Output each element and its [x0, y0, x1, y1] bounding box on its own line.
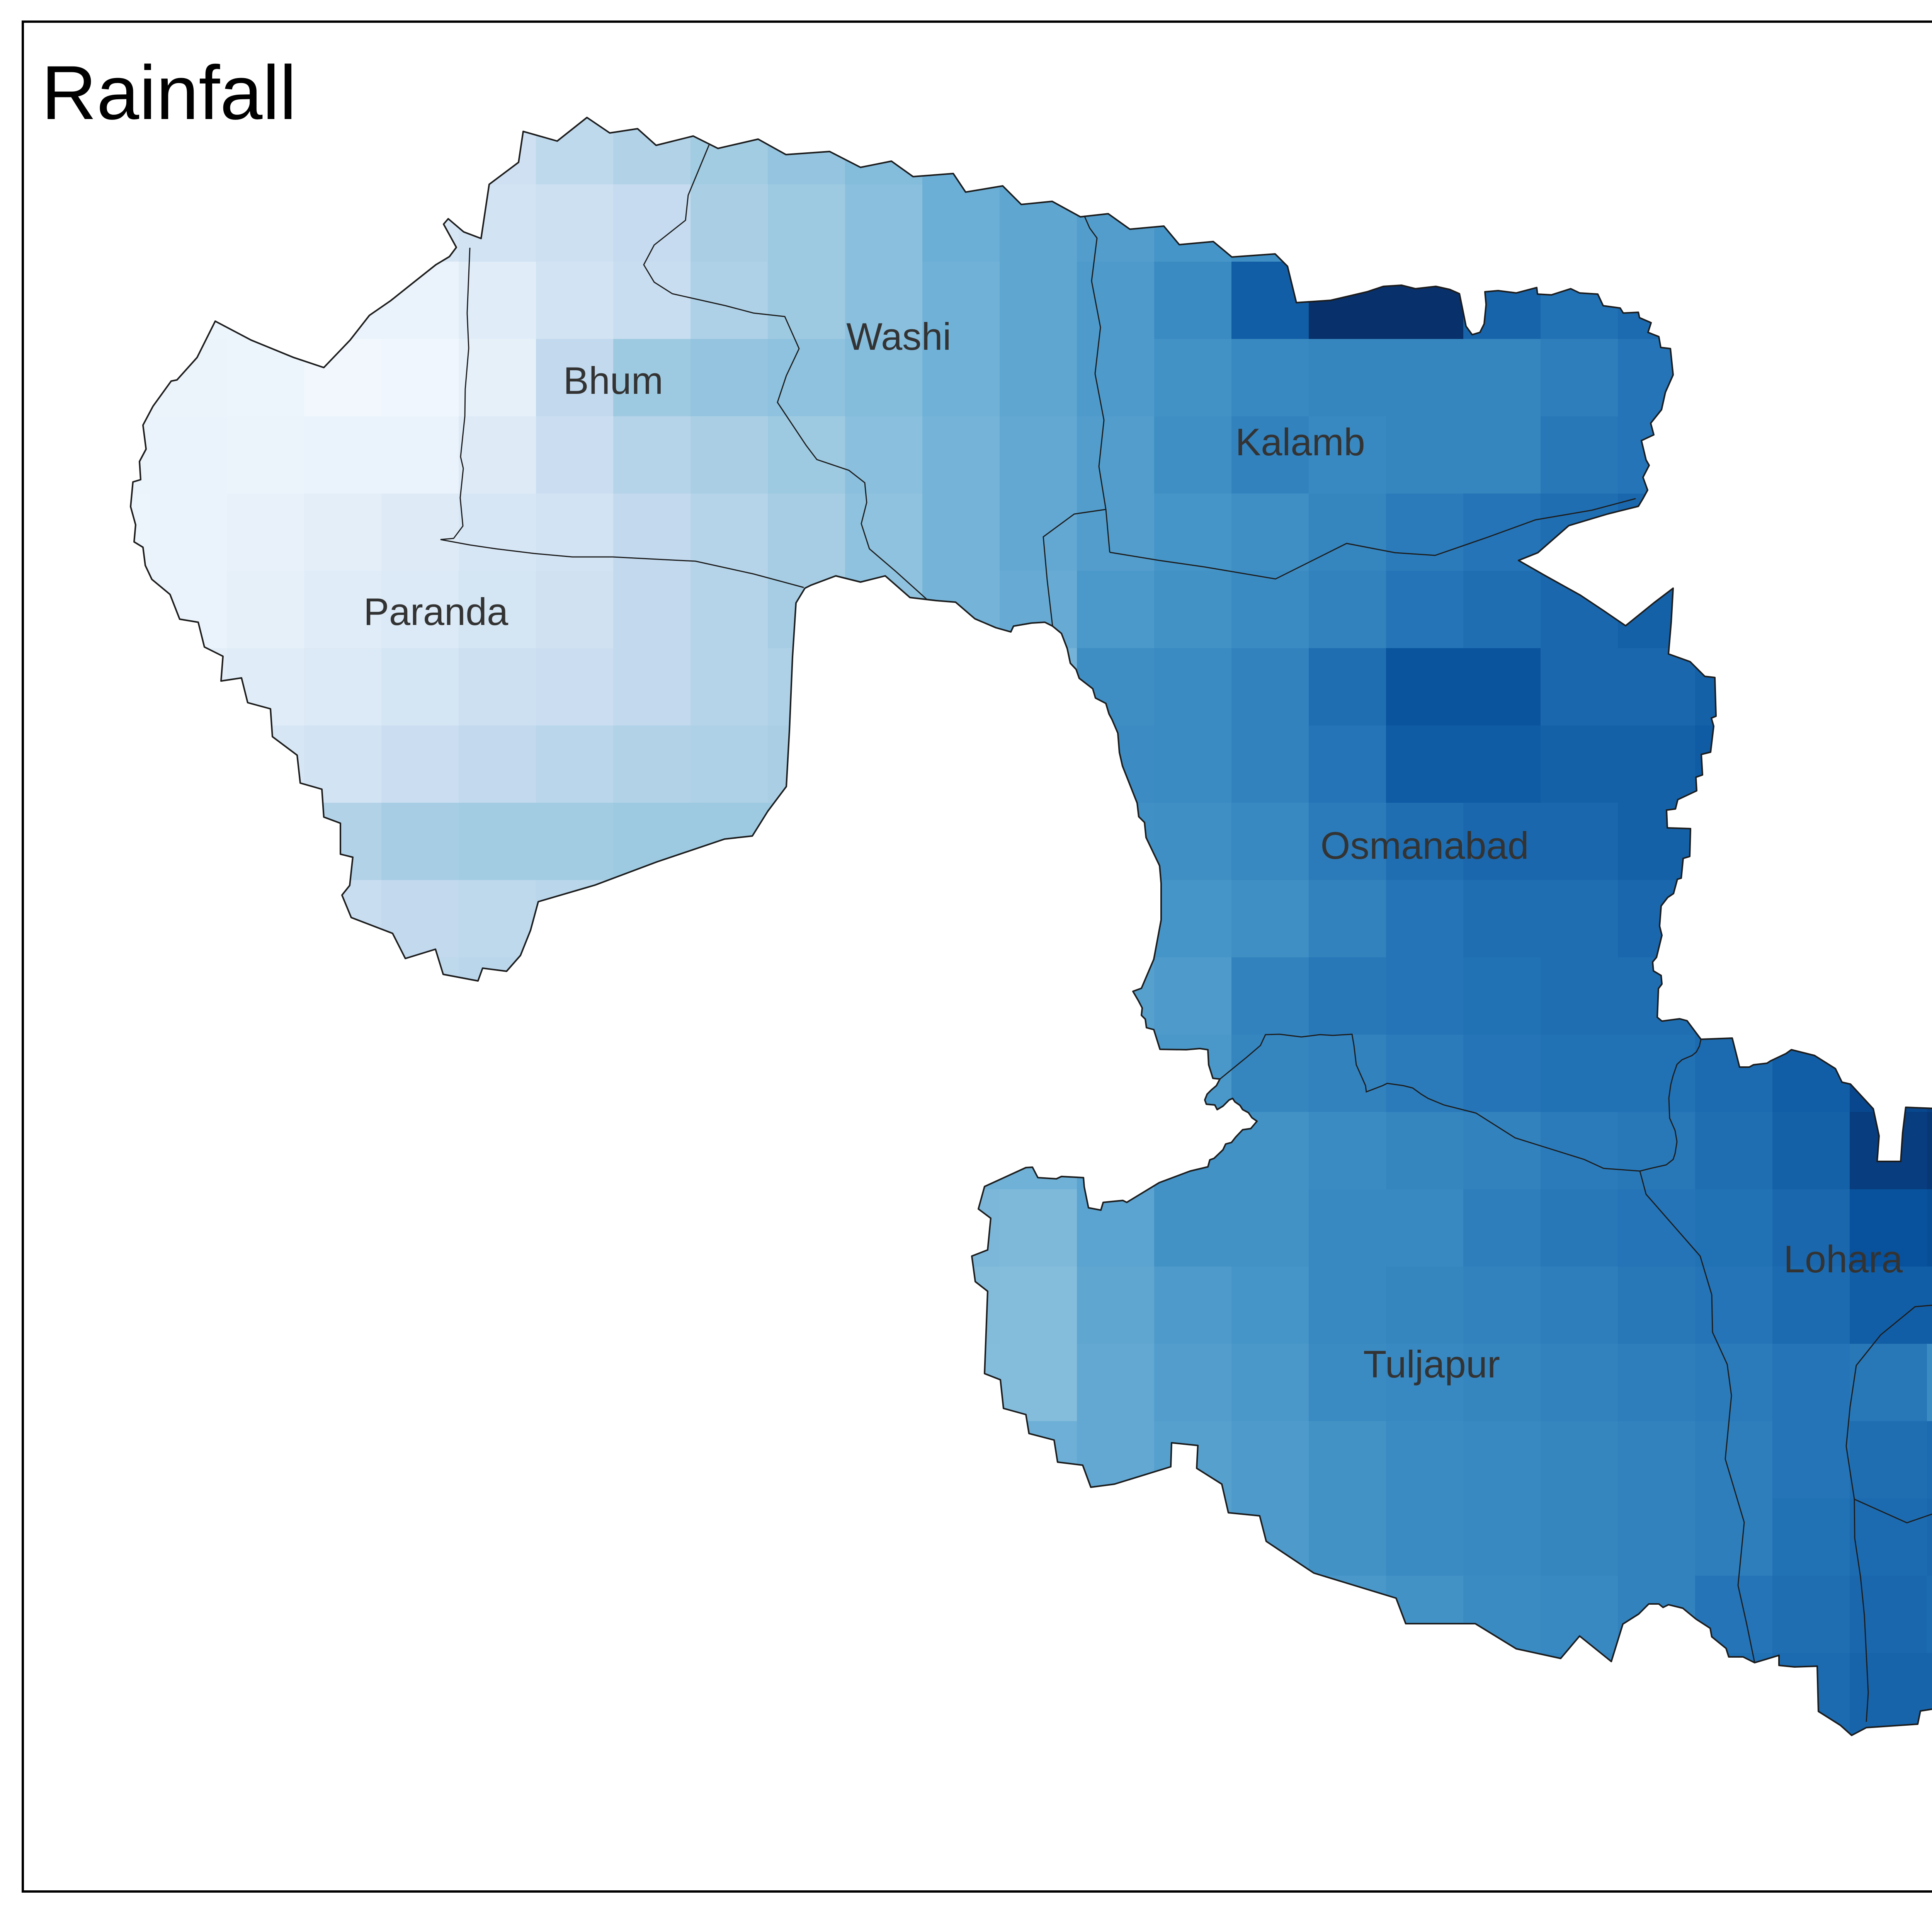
svg-text:Lohara: Lohara [1784, 1238, 1903, 1280]
svg-text:Kalamb: Kalamb [1235, 421, 1365, 463]
svg-text:Osmanabad: Osmanabad [1320, 824, 1529, 867]
svg-text:Paranda: Paranda [364, 590, 509, 633]
svg-text:Tuljapur: Tuljapur [1363, 1343, 1500, 1386]
svg-text:Bhum: Bhum [563, 359, 663, 402]
svg-text:Washi: Washi [846, 315, 951, 358]
svg-text:Rainfall: Rainfall [41, 50, 296, 135]
